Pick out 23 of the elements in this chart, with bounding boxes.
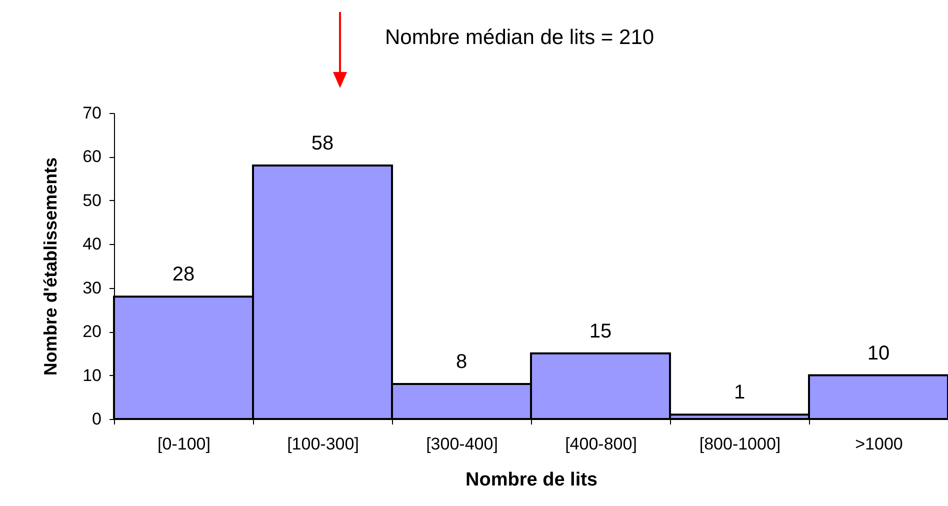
y-tick-label: 70	[82, 104, 102, 122]
x-tick-label: [300-400]	[426, 434, 498, 454]
y-tick-label: 30	[82, 278, 102, 298]
x-axis-title: Nombre de lits	[466, 470, 598, 490]
y-tick-label: 50	[82, 190, 102, 210]
data-label: 1	[734, 382, 746, 404]
data-label: 8	[456, 351, 468, 374]
y-tick-label: 60	[82, 147, 102, 166]
y-tick-label: 40	[82, 234, 102, 254]
data-label: 58	[311, 132, 334, 154]
x-tick-label: [100-300]	[287, 434, 359, 454]
data-label: 10	[867, 342, 890, 364]
x-tick-label: [800-1000]	[699, 434, 781, 454]
x-tick-label: [0-100]	[158, 434, 210, 454]
x-tick-label: [400-800]	[565, 434, 637, 454]
text: Nombre médian de lits = 210	[385, 26, 654, 50]
y-tick-label: 0	[92, 410, 102, 428]
y-tick-label: 10	[82, 366, 102, 385]
data-label: 15	[589, 320, 612, 342]
data-label: 28	[172, 264, 195, 286]
y-axis-title: Nombre d'établissements	[40, 157, 61, 376]
x-tick-label: >1000	[855, 434, 903, 454]
y-tick-label: 20	[82, 322, 102, 342]
